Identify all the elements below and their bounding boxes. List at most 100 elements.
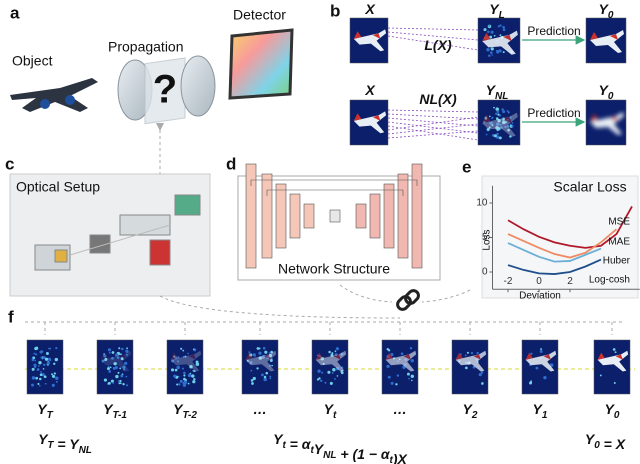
math-part: = [600,436,616,452]
speckle [39,385,41,387]
speckle [498,49,502,53]
speckle [387,349,391,352]
speckle [395,383,398,386]
speckle [37,365,40,367]
math-part: Y [533,401,544,417]
math-sub: t [333,410,337,421]
image-thumbnail [381,339,419,395]
math-part: Y [69,436,80,452]
speckle [498,136,502,140]
mapping-line [387,123,479,135]
math-part: Y [38,431,49,447]
loss-curve [507,206,633,249]
math-part: Y [486,82,497,98]
speckle [490,47,494,51]
speckle [262,346,266,350]
plane [482,30,518,55]
speckle [480,371,484,374]
speckle [107,365,110,368]
speckle [498,114,502,117]
speckle [108,370,112,373]
speckle [263,377,267,382]
math-part: Y [273,431,284,447]
speckle [31,376,36,380]
image-thumbnail [477,17,521,64]
speckle [176,383,179,386]
speckle [409,346,413,350]
speckle [179,379,183,383]
speckle [46,361,51,365]
speckle [256,347,260,350]
speckle [488,25,491,27]
speckle [107,348,112,352]
math-part: Y [599,1,610,17]
layer-block [261,173,273,259]
image-thumbnail [96,339,134,395]
label: Propagation [108,39,184,55]
plane [455,350,487,372]
speckle [483,28,487,32]
step-label: YT-1 [103,401,127,421]
speckle [470,351,474,355]
speckle [493,34,496,37]
speckle [34,347,38,351]
math-part: Y [324,401,335,417]
speckle [506,124,510,128]
step-label: YT-2 [173,401,197,421]
speckle [340,371,344,375]
speckle [39,377,42,381]
speckle [40,356,43,359]
speckle [53,362,56,365]
plane-tail [170,352,196,360]
speckle [36,368,40,371]
x-tick-label: 2 [567,276,573,287]
speckle [43,363,46,366]
speckle [612,348,616,351]
speckle [124,361,128,365]
math-sub: t [282,440,286,451]
speckle [182,355,185,358]
mapping-line [387,27,479,31]
step-label: Yt [324,401,337,421]
speckle [191,374,195,378]
image-thumbnail [166,339,204,395]
image-thumbnail [349,99,389,146]
speckle [123,368,126,371]
speckle [252,376,256,381]
speckle [539,350,543,353]
speckle [334,350,337,353]
speckle [491,124,494,127]
speckle [174,356,178,360]
speckle [549,363,554,367]
speckle [51,374,55,378]
skip-connections [250,179,418,196]
speckle [182,381,186,385]
speckle [35,376,39,380]
speckle [195,362,200,366]
math-part: L( [424,37,439,53]
operator-label: L(X) [424,37,452,53]
speckle [51,373,54,376]
speckle [410,358,414,363]
speckle [192,380,196,384]
x-tick-label: 0 [536,276,542,287]
image-thumbnail [593,339,631,395]
speckle [111,356,114,360]
plane-tail [245,352,271,360]
speckle [119,353,122,356]
speckle [491,54,493,56]
math-part: Y [605,401,616,417]
speckle [332,368,336,372]
math-part: = [54,436,70,452]
speckle [107,381,111,385]
speckle [187,382,190,385]
speckle [250,369,253,372]
speckle [497,119,501,123]
speckle [499,123,502,126]
speckle [488,126,491,129]
y-tick-label: 0 [482,267,488,278]
layer-block [369,193,381,239]
speckle [37,382,40,386]
speckle [261,373,264,377]
unet-art [245,163,423,269]
